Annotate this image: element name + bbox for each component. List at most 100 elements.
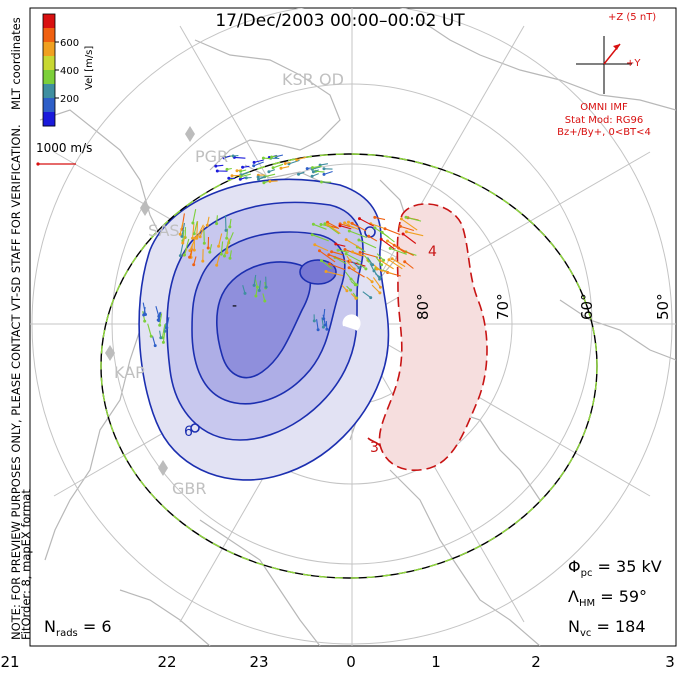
velocity-vector-origin bbox=[343, 221, 347, 225]
velocity-vector-origin bbox=[192, 248, 196, 252]
velocity-vector-origin bbox=[357, 238, 361, 242]
velocity-vector-origin bbox=[192, 232, 196, 236]
velocity-vector-origin bbox=[205, 223, 209, 227]
velocity-vector-origin bbox=[191, 236, 195, 240]
velocity-vector-origin bbox=[320, 180, 323, 184]
velocity-vector bbox=[192, 223, 195, 239]
n-vc-stat: Nvc = 184 bbox=[568, 617, 646, 639]
station-label: GBR bbox=[172, 479, 207, 498]
velocity-vector bbox=[179, 222, 184, 235]
velocity-vector bbox=[379, 259, 394, 270]
velocity-vector-origin bbox=[350, 221, 354, 225]
velocity-vector bbox=[406, 231, 424, 237]
colorbar-label: Vel [m/s] bbox=[84, 46, 95, 90]
velocity-vector bbox=[372, 277, 381, 288]
velocity-vector-origin bbox=[387, 258, 391, 262]
lambda-hm-stat: ΛHM = 59° bbox=[568, 587, 647, 609]
velocity-vector-origin bbox=[235, 169, 239, 173]
velocity-vector-origin bbox=[257, 289, 261, 292]
velocity-vector-origin bbox=[241, 165, 245, 169]
velocity-vector-origin bbox=[328, 262, 332, 266]
velocity-vector-origin bbox=[334, 242, 338, 246]
velocity-vector-origin bbox=[323, 222, 327, 226]
velocity-vector bbox=[196, 224, 204, 239]
velocity-vector-origin bbox=[352, 267, 356, 271]
lat-label-80: 80° bbox=[414, 293, 432, 320]
contour-label: 4 bbox=[428, 244, 437, 260]
velocity-vector-origin bbox=[225, 236, 229, 240]
velocity-vector bbox=[344, 222, 354, 229]
velocity-vector bbox=[384, 228, 401, 236]
velocity-vector-origin bbox=[349, 277, 353, 281]
velocity-vector-origin bbox=[227, 176, 231, 180]
colorbar-block bbox=[43, 56, 55, 71]
velocity-vector-origin bbox=[228, 225, 232, 229]
velocity-vector bbox=[359, 251, 379, 258]
lat-label-70: 70° bbox=[494, 293, 512, 320]
velocity-vector-origin bbox=[336, 248, 340, 252]
negative-potential-cell bbox=[138, 178, 390, 481]
velocity-vector-origin bbox=[257, 177, 260, 181]
velocity-vector-origin bbox=[252, 164, 256, 168]
velocity-vector-origin bbox=[262, 181, 266, 185]
velocity-vector-origin bbox=[378, 277, 382, 281]
velocity-vector-origin bbox=[310, 233, 314, 237]
scale-vector-label: 1000 m/s bbox=[36, 141, 92, 155]
velocity-vector-origin bbox=[157, 319, 161, 323]
velocity-vector-origin bbox=[324, 270, 328, 273]
velocity-vector-origin bbox=[327, 253, 331, 257]
velocity-vector bbox=[288, 159, 300, 165]
mlt-tick: 0 bbox=[346, 653, 356, 671]
velocity-vector bbox=[370, 223, 384, 229]
velocity-vector-origin bbox=[370, 280, 374, 284]
velocity-vector-origin bbox=[261, 156, 265, 160]
velocity-vector-origin bbox=[239, 175, 243, 179]
colorbar-block bbox=[43, 112, 55, 127]
velocity-vector bbox=[349, 230, 367, 239]
velocity-vector-origin bbox=[330, 250, 334, 254]
velocity-vector-origin bbox=[380, 263, 384, 267]
velocity-vector bbox=[358, 239, 377, 249]
velocity-vector bbox=[228, 232, 234, 244]
velocity-vector-origin bbox=[373, 215, 377, 219]
velocity-vector-origin bbox=[243, 291, 247, 295]
velocity-vector bbox=[193, 221, 198, 234]
velocity-vector bbox=[345, 253, 362, 263]
velocity-vector bbox=[147, 323, 152, 337]
velocity-vector-origin bbox=[388, 246, 392, 250]
velocity-vector-origin bbox=[379, 237, 383, 241]
velocity-vector-origin bbox=[198, 235, 202, 239]
velocity-vector bbox=[152, 336, 156, 346]
velocity-vector bbox=[253, 159, 264, 163]
velocity-vector-origin bbox=[316, 328, 320, 332]
velocity-vector-origin bbox=[390, 257, 394, 261]
velocity-vector-origin bbox=[325, 223, 329, 226]
positive-potential-cell bbox=[367, 203, 488, 472]
imf-clock: +Z (5 nT) +Y OMNI IMF Stat Mod: RG96 Bz+… bbox=[557, 12, 656, 138]
phi-pc-stat: Φpc = 35 kV bbox=[568, 557, 662, 579]
velocity-vector-origin bbox=[225, 251, 229, 255]
velocity-vector-origin bbox=[383, 227, 387, 231]
velocity-vector-origin bbox=[343, 248, 347, 251]
velocity-vector-origin bbox=[219, 252, 223, 256]
velocity-vector-origin bbox=[268, 179, 272, 183]
velocity-vector bbox=[253, 161, 264, 167]
velocity-vector bbox=[179, 243, 184, 256]
velocity-vector bbox=[240, 173, 252, 178]
hm-boundary-dash bbox=[100, 153, 598, 579]
velocity-vector-origin bbox=[144, 313, 147, 316]
velocity-vector-origin bbox=[398, 224, 402, 228]
mlt-tick: 2 bbox=[531, 653, 541, 671]
velocity-vector-origin bbox=[348, 259, 352, 263]
velocity-vector bbox=[314, 244, 329, 252]
velocity-vector-origin bbox=[143, 319, 147, 323]
lat-label-50: 50° bbox=[654, 293, 672, 320]
velocity-vector-origin bbox=[231, 154, 235, 158]
velocity-vector-origin bbox=[357, 266, 361, 270]
velocity-vector-origin bbox=[382, 258, 386, 262]
velocity-vector-origin bbox=[178, 254, 182, 258]
velocity-vector-origin bbox=[404, 215, 408, 219]
velocity-vector-origin bbox=[178, 232, 182, 236]
velocity-vector-origin bbox=[271, 166, 275, 170]
